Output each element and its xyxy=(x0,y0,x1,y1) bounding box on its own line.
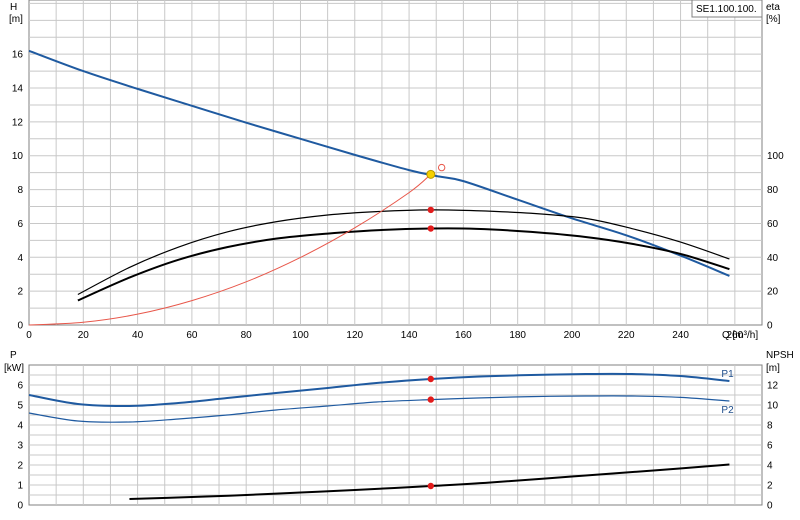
upper-grid xyxy=(29,0,762,325)
upper-right-tick-label: 80 xyxy=(767,185,779,196)
x-tick-label: 60 xyxy=(186,330,198,341)
eta2-op-marker xyxy=(427,225,434,232)
lower-ylabel-unit: [kW] xyxy=(4,363,24,374)
efficiency-1-curve xyxy=(77,209,730,296)
upper-left-tick-label: 16 xyxy=(12,50,24,61)
lower-left-tick-label: 1 xyxy=(17,481,23,492)
lower-right-tick-label: 2 xyxy=(767,481,773,492)
upper-ylabel-unit: [m] xyxy=(9,14,23,25)
P2-op-marker xyxy=(427,396,434,403)
P1-op-marker xyxy=(427,375,434,383)
lower-points xyxy=(427,375,434,490)
upper-right-tick-label: 0 xyxy=(767,321,773,332)
x-tick-label: 80 xyxy=(241,330,253,341)
lower-left-tick-label: 2 xyxy=(17,461,23,472)
lower-left-tick-label: 6 xyxy=(17,381,23,392)
lower-right-tick-label: 4 xyxy=(767,461,773,472)
lower-left-tick-label: 3 xyxy=(17,441,23,452)
upper-left-tick-label: 10 xyxy=(12,151,24,162)
x-tick-label: 120 xyxy=(346,330,363,341)
upper-xlabel: Q [m³/h] xyxy=(722,330,758,341)
upper-panel: 0 2 4 6 8 10 12 14 16 0 20 40 60 80 100 0 20 40 60 80 100 1… xyxy=(9,0,784,341)
upper-y2label-unit: [%] xyxy=(766,14,781,25)
lower-right-tick-label: 8 xyxy=(767,421,773,432)
upper-right-ticks: 0 20 40 60 80 100 xyxy=(767,151,784,331)
upper-left-tick-label: 6 xyxy=(17,219,23,230)
upper-left-tick-label: 14 xyxy=(12,84,24,95)
upper-ylabel: H xyxy=(10,2,17,13)
lower-ylabel: P xyxy=(10,350,17,361)
duty-point-marker xyxy=(426,169,436,179)
lower-left-tick-label: 4 xyxy=(17,421,23,432)
upper-left-tick-label: 12 xyxy=(12,117,24,128)
lower-right-tick-label: 12 xyxy=(767,381,779,392)
lower-series-labels: P1 P2 xyxy=(721,369,734,416)
x-tick-label: 260 xyxy=(727,330,744,341)
duty-point-open-marker xyxy=(437,163,446,172)
lower-right-ticks: 0 2 4 6 8 10 12 xyxy=(767,381,779,512)
upper-x-ticks: 0 20 40 60 80 100 120 140 160 180 200 220 240 260 xyxy=(26,330,743,341)
x-tick-label: 140 xyxy=(401,330,418,341)
upper-left-ticks: 0 2 4 6 8 10 12 14 16 xyxy=(12,50,24,332)
lower-y2label-unit: [m] xyxy=(766,363,780,374)
lower-series xyxy=(28,372,730,500)
p1-label: P1 xyxy=(721,369,734,380)
upper-right-tick-label: 40 xyxy=(767,253,779,264)
upper-right-tick-label: 60 xyxy=(767,219,779,230)
system-curve xyxy=(28,173,432,326)
npsh-curve xyxy=(129,463,730,500)
lower-left-tick-label: 5 xyxy=(17,401,23,412)
lower-right-tick-label: 10 xyxy=(767,401,779,412)
lower-y2label: NPSH xyxy=(766,350,794,361)
upper-plot-frame xyxy=(28,0,763,326)
upper-left-tick-label: 0 xyxy=(17,321,23,332)
x-tick-label: 0 xyxy=(26,330,32,341)
x-tick-label: 200 xyxy=(564,330,581,341)
model-label-box: SE1.100.100. xyxy=(691,0,763,18)
x-tick-label: 180 xyxy=(509,330,526,341)
x-tick-label: 20 xyxy=(78,330,90,341)
upper-right-tick-label: 20 xyxy=(767,287,779,298)
upper-y2label: eta xyxy=(766,2,780,13)
x-tick-label: 100 xyxy=(292,330,309,341)
lower-right-tick-label: 0 xyxy=(767,501,773,512)
upper-right-tick-label: 100 xyxy=(767,151,784,162)
upper-left-tick-label: 2 xyxy=(17,287,23,298)
p1-curve xyxy=(28,372,730,408)
lower-left-tick-label: 0 xyxy=(17,501,23,512)
model-label: SE1.100.100. xyxy=(696,4,757,15)
x-tick-label: 220 xyxy=(618,330,635,341)
x-tick-label: 240 xyxy=(672,330,689,341)
head-curve xyxy=(28,49,730,277)
lower-right-tick-label: 6 xyxy=(767,441,773,452)
x-tick-label: 160 xyxy=(455,330,472,341)
upper-left-tick-label: 4 xyxy=(17,253,23,264)
upper-points xyxy=(426,163,446,232)
x-tick-label: 40 xyxy=(132,330,144,341)
lower-grid xyxy=(29,365,762,505)
eta1-op-marker xyxy=(427,206,434,214)
upper-series xyxy=(28,49,730,326)
p2-label: P2 xyxy=(721,405,734,416)
npsh-op-marker xyxy=(427,482,434,490)
upper-left-tick-label: 8 xyxy=(17,185,23,196)
p2-curve xyxy=(28,395,730,423)
lower-left-ticks: 0 1 2 3 4 5 6 xyxy=(17,381,23,512)
efficiency-2-curve xyxy=(77,227,730,302)
